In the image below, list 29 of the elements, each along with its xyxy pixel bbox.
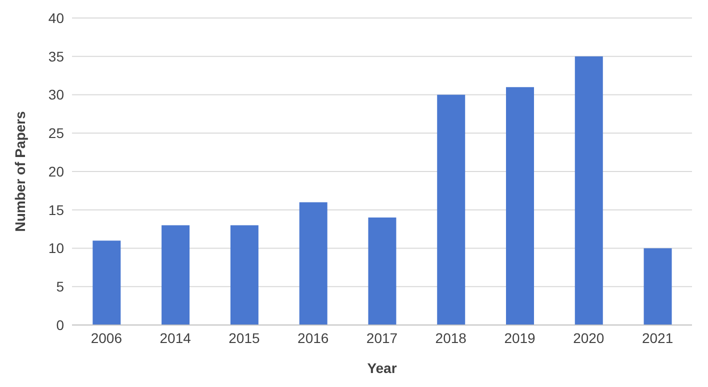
x-tick-label: 2015	[228, 330, 260, 346]
x-tick-label: 2016	[298, 330, 329, 346]
x-tick-label: 2018	[435, 330, 467, 346]
y-tick-label: 30	[48, 86, 64, 103]
bar	[506, 87, 534, 325]
bar	[230, 225, 258, 325]
x-tick-label: 2019	[504, 330, 536, 346]
y-axis-title: Number of Papers	[12, 110, 28, 232]
bar	[162, 225, 190, 325]
bar	[368, 218, 396, 325]
y-tick-label: 0	[56, 316, 64, 333]
bar	[644, 248, 672, 325]
y-tick-label: 20	[48, 163, 64, 180]
y-tick-label: 10	[48, 240, 64, 256]
bar	[299, 202, 328, 325]
x-tick-label: 2021	[642, 330, 674, 346]
bar	[437, 94, 466, 325]
x-tick-label: 2014	[160, 330, 192, 346]
y-tick-label: 5	[56, 278, 64, 295]
x-tick-label: 2017	[366, 330, 398, 346]
y-tick-label: 40	[48, 10, 64, 26]
y-tick-label: 25	[48, 125, 64, 142]
x-tick-label: 2006	[90, 330, 122, 346]
x-tick-label: 2020	[573, 330, 604, 346]
y-tick-label: 35	[48, 48, 64, 64]
bar	[92, 240, 121, 325]
x-axis-title: Year	[367, 360, 398, 376]
y-tick-label: 15	[48, 202, 64, 218]
bar	[574, 56, 603, 325]
